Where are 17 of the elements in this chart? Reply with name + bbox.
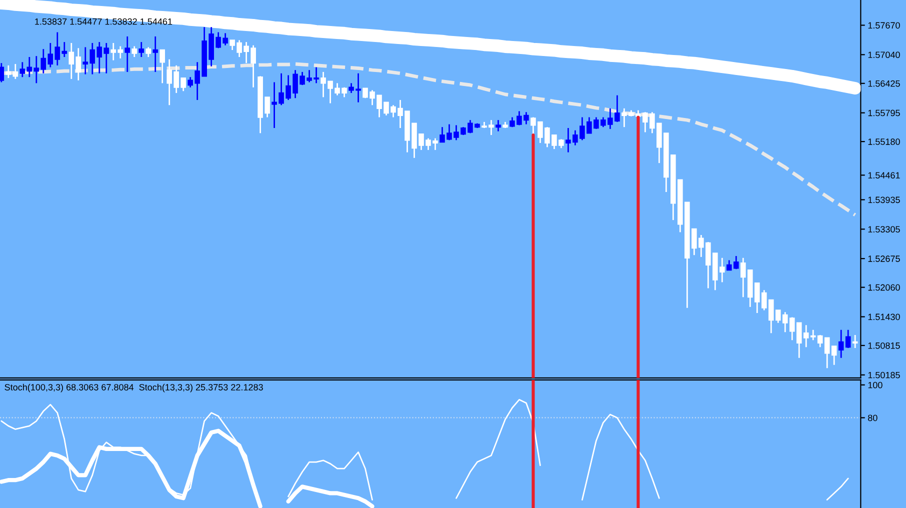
y-tick-label: 1.53935: [868, 196, 900, 204]
y-tick-label: 1.54461: [868, 172, 900, 179]
y-tick-label: 1.53305: [868, 226, 900, 233]
y-tick-label: 1.50185: [868, 372, 900, 378]
y-tick-label: 1.52675: [868, 256, 900, 262]
y-tick-label: 1.52060: [868, 284, 900, 291]
y-tick-label: 100: [868, 382, 882, 388]
y-tick-label: 1.57040: [868, 52, 900, 58]
y-tick-label: 1.51430: [868, 314, 900, 320]
y-tick-label: 1.55180: [868, 138, 900, 145]
annotation: Stoch(100,3,3) 68.3063 67.8084 Stoch(13,3,3) 25.3753 22.1283: [4, 384, 263, 392]
y-tick-label: 1.55795: [868, 110, 900, 116]
y-tick-label: 80: [868, 414, 878, 422]
y-tick-label: 1.56425: [868, 80, 900, 87]
annotation: 1.53837 1.54477 1.53832 1.54461: [35, 18, 172, 25]
y-tick-label: 1.57670: [868, 22, 900, 29]
y-tick-label: 1.50815: [868, 342, 900, 349]
